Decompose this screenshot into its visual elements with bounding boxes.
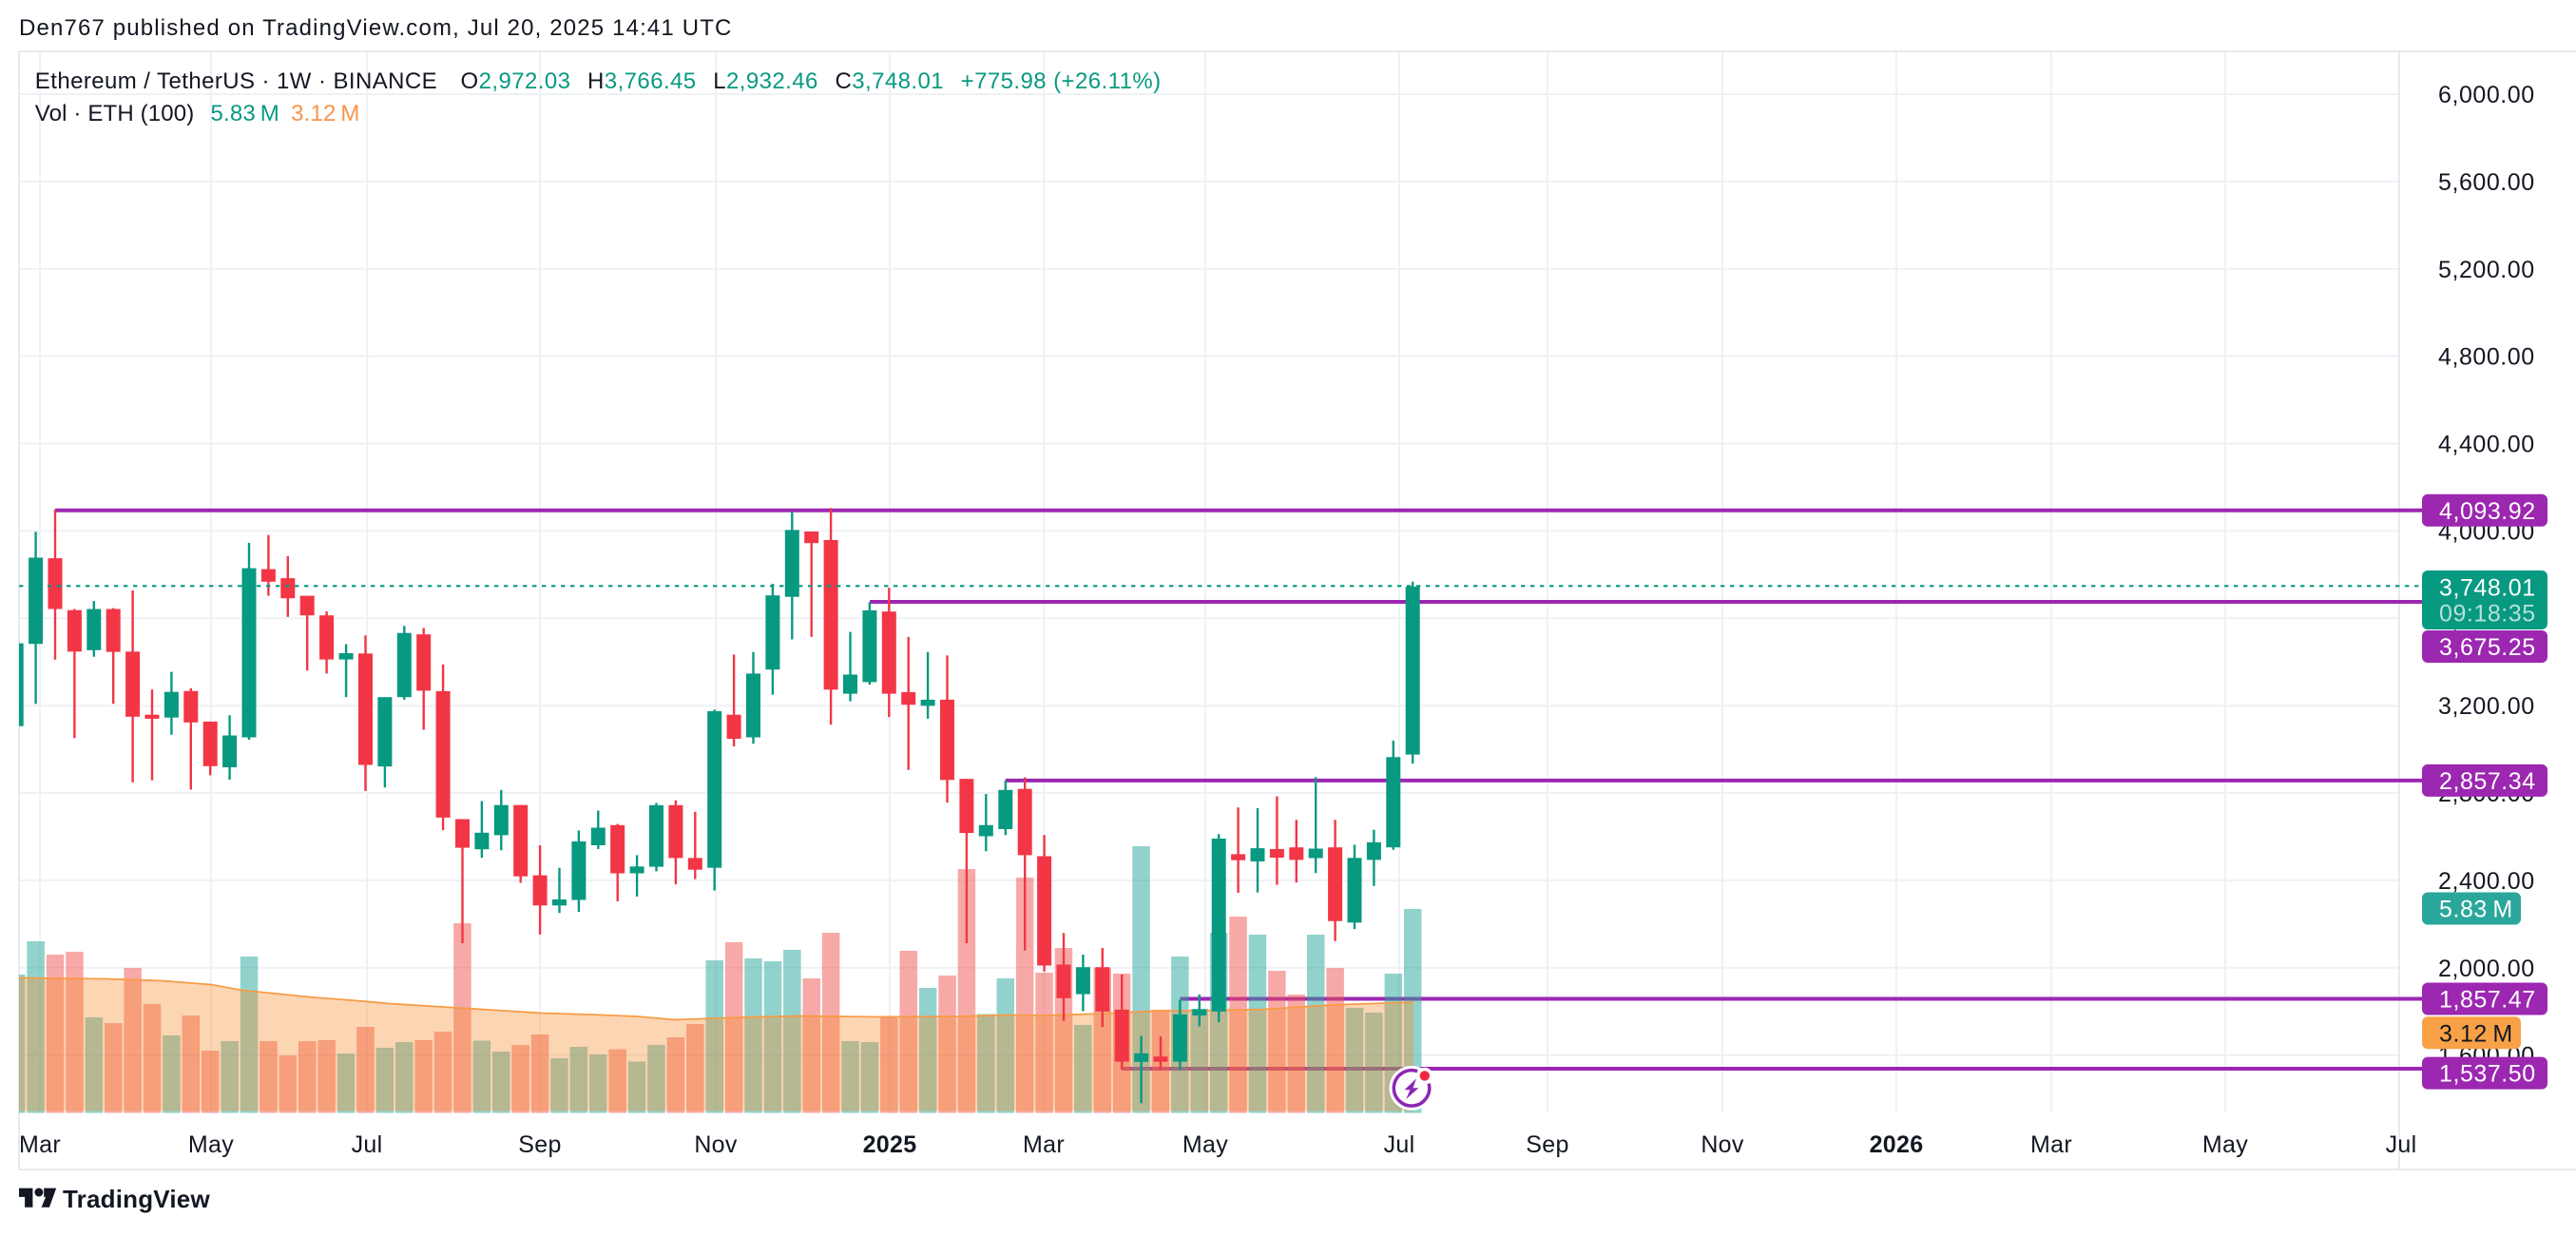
svg-text:4,800.00: 4,800.00 [2438, 344, 2535, 371]
svg-text:Ethereum / TetherUS · 1W · BIN: Ethereum / TetherUS · 1W · BINANCE O2,97… [35, 68, 1162, 94]
svg-text:1,537.50: 1,537.50 [2439, 1061, 2536, 1088]
svg-text:6,000.00: 6,000.00 [2438, 82, 2535, 108]
svg-text:Jul: Jul [1384, 1131, 1415, 1158]
svg-text:09:18:35: 09:18:35 [2439, 601, 2536, 628]
svg-text:3,675.25: 3,675.25 [2439, 634, 2536, 661]
svg-text:3.12 M: 3.12 M [2439, 1020, 2513, 1047]
svg-text:5,200.00: 5,200.00 [2438, 257, 2535, 283]
svg-text:3,748.01: 3,748.01 [2439, 575, 2536, 602]
svg-text:2025: 2025 [863, 1131, 917, 1158]
svg-text:May: May [188, 1131, 234, 1158]
svg-text:3,200.00: 3,200.00 [2438, 693, 2535, 720]
svg-text:Jul: Jul [2386, 1131, 2417, 1158]
svg-text:4,400.00: 4,400.00 [2438, 432, 2535, 458]
svg-text:Vol · ETH (100) 5.83 M 3.12 M: Vol · ETH (100) 5.83 M 3.12 M [35, 101, 360, 126]
svg-text:5.83 M: 5.83 M [2439, 897, 2513, 923]
svg-text:2,000.00: 2,000.00 [2438, 956, 2535, 982]
svg-text:Sep: Sep [518, 1131, 561, 1158]
svg-text:Nov: Nov [1701, 1131, 1744, 1158]
svg-text:TradingView: TradingView [63, 1185, 210, 1213]
svg-text:Mar: Mar [1023, 1131, 1065, 1158]
svg-text:2,857.34: 2,857.34 [2439, 768, 2536, 795]
svg-text:Den767 published on TradingVie: Den767 published on TradingView.com, Jul… [19, 15, 733, 41]
svg-text:Mar: Mar [19, 1131, 61, 1158]
svg-text:Jul: Jul [352, 1131, 383, 1158]
svg-text:Nov: Nov [694, 1131, 738, 1158]
svg-text:2026: 2026 [1870, 1131, 1924, 1158]
svg-text:Sep: Sep [1526, 1131, 1568, 1158]
svg-text:2,400.00: 2,400.00 [2438, 868, 2535, 895]
svg-text:4,093.92: 4,093.92 [2439, 498, 2536, 525]
svg-text:1,857.47: 1,857.47 [2439, 987, 2536, 1014]
svg-text:May: May [2202, 1131, 2248, 1158]
svg-text:5,600.00: 5,600.00 [2438, 169, 2535, 196]
svg-text:Mar: Mar [2030, 1131, 2072, 1158]
svg-text:May: May [1182, 1131, 1228, 1158]
